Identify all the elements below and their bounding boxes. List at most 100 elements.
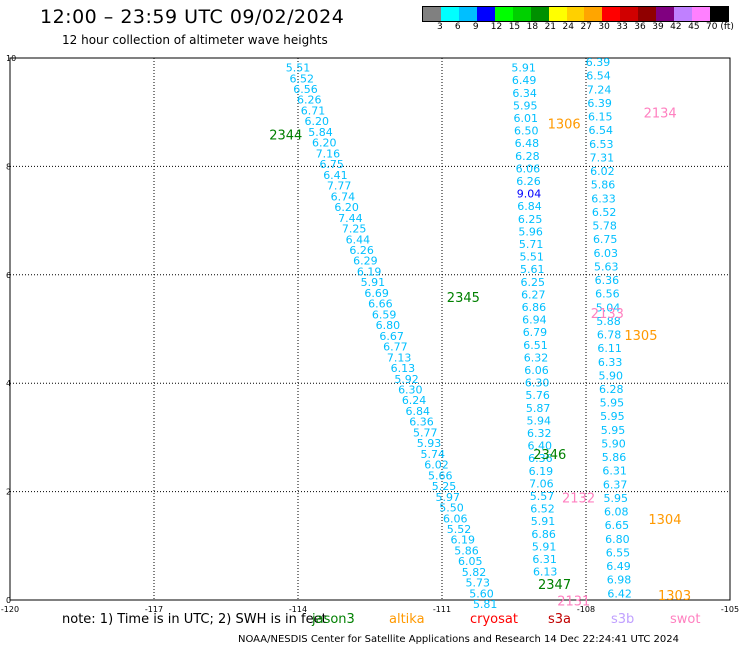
color-scale-label: 42: [670, 22, 682, 32]
pass-label: 1305: [624, 329, 657, 344]
wave-height-value: 6.40: [528, 440, 553, 453]
wave-height-value: 7.44: [338, 212, 363, 225]
color-swatch: [674, 7, 693, 21]
lon-tick-label: -117: [145, 605, 163, 614]
wave-height-value: 5.61: [520, 263, 545, 276]
wave-height-value: 6.33: [591, 192, 616, 205]
pass-label: 2131: [557, 594, 590, 609]
wave-height-value: 6.77: [383, 341, 408, 354]
wave-height-value: 5.63: [594, 260, 619, 273]
satellite-legend-item: jason3: [312, 612, 355, 627]
color-scale-bar: [422, 6, 729, 22]
wave-height-value: 5.87: [526, 402, 551, 415]
wave-height-value: 6.48: [515, 137, 540, 150]
wave-height-value: 6.54: [589, 124, 614, 137]
credit-line: NOAA/NESDIS Center for Satellite Applica…: [238, 634, 680, 645]
color-swatch: [584, 7, 603, 21]
wave-height-value: 5.86: [602, 451, 627, 464]
longitude-labels: -120 -117 -114 -111 -108 -105: [1, 605, 739, 614]
wave-height-value: 6.80: [605, 533, 630, 546]
wave-height-value: 6.53: [589, 138, 614, 151]
lat-tick-label: 2: [6, 488, 11, 497]
lat-tick-label: 4: [6, 379, 11, 388]
wave-height-value: 5.90: [598, 369, 623, 382]
pass-label: 2346: [533, 448, 566, 463]
wave-height-value: 7.31: [590, 151, 615, 164]
wave-height-value: 6.98: [607, 574, 632, 587]
wave-height-value: 6.52: [592, 206, 617, 219]
wave-height-value: 5.82: [462, 566, 487, 579]
satellite-legend: jason3 altika cryosat s3a s3b swot: [0, 612, 740, 630]
color-swatch: [620, 7, 639, 21]
pass-label: 2133: [591, 307, 624, 322]
wave-height-value: 6.26: [297, 94, 322, 107]
wave-height-value: 6.25: [521, 276, 546, 289]
color-swatch: [494, 7, 513, 21]
color-scale-label: 6: [454, 22, 461, 32]
color-scale-label: 21: [544, 22, 557, 32]
wave-height-value: 6.28: [515, 150, 540, 163]
wave-height-value: 5.90: [601, 437, 626, 450]
wave-height-value: 6.84: [406, 405, 431, 418]
color-scale-label: 30: [598, 22, 610, 32]
wave-height-value: 5.86: [591, 179, 616, 192]
wave-height-value: 6.27: [521, 288, 546, 301]
wave-height-value: 6.86: [531, 528, 556, 541]
wave-height-value: 6.39: [586, 56, 611, 69]
wave-height-value: 6.66: [368, 298, 393, 311]
wave-height-value: 5.71: [519, 238, 544, 251]
wave-height-value: 6.65: [605, 519, 630, 532]
lon-tick-label: -105: [721, 605, 739, 614]
wave-height-value: 6.84: [517, 200, 542, 213]
wave-height-value: 6.20: [304, 115, 329, 128]
map-frame: [9, 57, 731, 601]
map-grid: [9, 57, 731, 601]
wave-height-value: 6.13: [533, 566, 558, 579]
wave-height-value: 6.13: [391, 362, 416, 375]
wave-height-value: 5.95: [600, 410, 625, 423]
lon-tick-label: -120: [1, 605, 19, 614]
wave-height-value: 6.30: [398, 383, 423, 396]
satellite-legend-item: s3b: [611, 612, 635, 627]
wave-height-value: 6.26: [516, 175, 541, 188]
wave-height-value: 7.24: [587, 83, 612, 96]
wave-height-value: 6.20: [334, 201, 359, 214]
color-swatch: [656, 7, 675, 21]
wave-height-value: 6.52: [530, 503, 555, 516]
lat-tick-label: 10: [6, 54, 16, 63]
wave-height-value: 6.51: [523, 339, 548, 352]
color-swatch: [440, 7, 459, 21]
wave-height-value: 6.11: [597, 342, 622, 355]
wave-height-value: 6.33: [598, 356, 623, 369]
wave-height-value: 5.73: [465, 577, 490, 590]
wave-height-value: 6.02: [424, 459, 449, 472]
wave-height-value: 5.50: [439, 502, 464, 515]
color-swatch: [512, 7, 531, 21]
wave-height-value: 5.92: [394, 373, 419, 386]
wave-height-value: 6.80: [376, 319, 401, 332]
color-swatch: [458, 7, 477, 21]
wave-height-value: 6.28: [599, 383, 624, 396]
wave-height-value: 5.81: [473, 598, 498, 611]
color-swatch: [530, 7, 549, 21]
wave-height-value: 6.78: [597, 329, 622, 342]
pass-label: 2134: [644, 107, 677, 122]
color-scale-label: 24: [562, 22, 574, 32]
wave-height-value: 6.94: [522, 314, 547, 327]
wave-height-value: 5.76: [525, 389, 550, 402]
color-scale-label: 70 (ft): [706, 22, 734, 32]
wave-height-value: 5.86: [454, 544, 479, 557]
wave-height-value: 5.04: [596, 301, 621, 314]
pass-label: 1303: [658, 589, 691, 604]
wave-height-value: 6.56: [293, 83, 318, 96]
wave-height-value: 6.31: [602, 465, 627, 478]
lat-tick-label: 6: [6, 271, 11, 280]
wave-height-value: 5.97: [436, 491, 461, 504]
color-swatch: [476, 7, 495, 21]
color-scale-label: 36: [634, 22, 646, 32]
wave-height-value: 5.84: [308, 126, 333, 139]
wave-height-value: 6.37: [603, 478, 628, 491]
wave-height-value: 6.19: [357, 265, 382, 278]
wave-height-value: 6.86: [522, 301, 547, 314]
wave-height-value: 5.95: [601, 424, 626, 437]
